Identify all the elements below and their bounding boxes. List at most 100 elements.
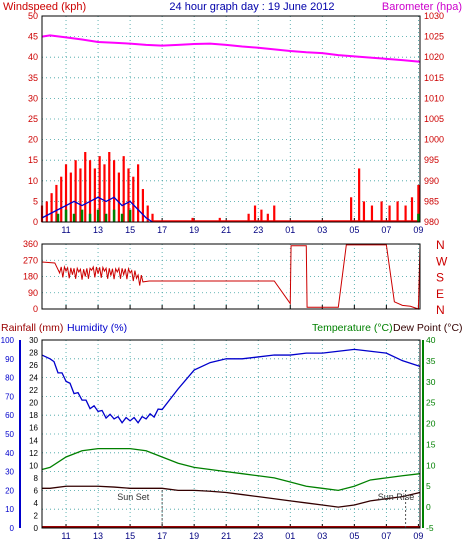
temp-ytick-label: 5	[426, 481, 431, 491]
temp-ytick-label: -5	[426, 523, 434, 533]
rain-ytick-label: 14	[29, 436, 38, 445]
dir-ytick-label: 90	[28, 288, 38, 298]
humidity-ytick-label: 50	[5, 430, 14, 439]
humidity-ytick-label: 30	[5, 468, 14, 477]
temp-ytick-label: 35	[426, 356, 436, 366]
wind-plot-frame	[41, 15, 421, 223]
wind-ytick-label: 0	[33, 217, 38, 227]
x-tick-label: 07	[381, 531, 391, 541]
x-tick-label: 15	[125, 531, 135, 541]
x-tick-label: 21	[221, 225, 231, 235]
x-tick-label: 05	[349, 531, 359, 541]
x-tick-label: 09	[413, 531, 423, 541]
baro-ytick-label: 1005	[424, 114, 444, 124]
baro-ytick-label: 995	[424, 155, 439, 165]
dewpoint-axis-title: Dew Point (°C)	[393, 322, 463, 334]
baro-ytick-label: 1025	[424, 32, 444, 42]
dewpoint-line	[42, 485, 421, 508]
humidity-line	[41, 348, 421, 424]
wind-ytick-label: 30	[28, 93, 38, 103]
rain-ytick-label: 24	[29, 374, 38, 383]
chart-title: 24 hour graph day : 19 June 2012	[169, 1, 334, 13]
wind-ytick-label: 35	[28, 73, 38, 83]
compass-label: N	[436, 303, 445, 317]
rain-ytick-label: 18	[29, 411, 38, 420]
rain-ytick-label: 16	[29, 424, 38, 433]
temp-ytick-label: 25	[426, 398, 436, 408]
wind-direction-line	[41, 244, 421, 310]
wind-ytick-label: 25	[28, 114, 38, 124]
wind-average-line	[41, 196, 153, 223]
wind-ytick-label: 45	[28, 32, 38, 42]
rainfall-axis-title: Rainfall (mm)	[1, 322, 63, 334]
rain-ytick-label: 10	[29, 461, 38, 470]
temperature-axis-title: Temperature (°C)	[312, 322, 393, 334]
x-tick-label: 03	[317, 531, 327, 541]
x-tick-label: 19	[189, 531, 199, 541]
temp-ytick-label: 0	[426, 502, 431, 512]
wind-ytick-label: 20	[28, 135, 38, 145]
wind-ytick-label: 50	[28, 11, 38, 21]
baro-ytick-label: 990	[424, 176, 439, 186]
rain-ytick-label: 2	[34, 511, 39, 520]
x-tick-label: 17	[157, 531, 167, 541]
x-tick-label: 13	[93, 531, 103, 541]
rain-ytick-label: 22	[29, 386, 38, 395]
x-tick-label: 11	[61, 531, 70, 541]
temperature-plot-frame	[41, 339, 421, 529]
rain-ytick-label: 12	[29, 449, 38, 458]
baro-ytick-label: 1020	[424, 52, 444, 62]
baro-ytick-label: 1015	[424, 73, 444, 83]
x-tick-label: 17	[157, 225, 167, 235]
wind-ytick-label: 15	[28, 155, 38, 165]
compass-label: S	[436, 271, 444, 285]
humidity-ytick-label: 70	[5, 392, 14, 401]
humidity-ytick-label: 20	[5, 486, 14, 495]
x-tick-label: 13	[93, 225, 103, 235]
rain-ytick-label: 0	[34, 524, 39, 533]
chart-marks: 0510152025303540455098098599099510001005…	[1, 11, 448, 541]
x-tick-label: 15	[125, 225, 135, 235]
rain-ytick-label: 4	[34, 499, 39, 508]
baro-ytick-label: 985	[424, 196, 439, 206]
humidity-ytick-label: 80	[5, 374, 14, 383]
x-tick-label: 11	[61, 225, 70, 235]
sunset-label: Sun Set	[117, 492, 150, 502]
wind-ytick-label: 40	[28, 52, 38, 62]
dir-ytick-label: 270	[23, 255, 38, 265]
compass-label: W	[436, 254, 448, 268]
wind-ytick-label: 5	[33, 196, 38, 206]
x-tick-label: 05	[349, 225, 359, 235]
humidity-ytick-label: 100	[1, 336, 15, 345]
direction-plot-frame	[41, 243, 421, 310]
baro-ytick-label: 1000	[424, 135, 444, 145]
temp-ytick-label: 15	[426, 439, 436, 449]
windspeed-axis-title: Windspeed (kph)	[3, 1, 86, 13]
baro-ytick-label: 1010	[424, 93, 444, 103]
x-tick-label: 23	[253, 225, 263, 235]
x-tick-label: 23	[253, 531, 263, 541]
temp-ytick-label: 10	[426, 460, 436, 470]
temp-ytick-label: 40	[426, 335, 436, 345]
x-tick-label: 07	[381, 225, 391, 235]
humidity-ytick-label: 90	[5, 355, 14, 364]
sunrise-label: Sun Rise	[378, 492, 415, 502]
x-tick-label: 09	[413, 225, 423, 235]
dir-ytick-label: 360	[23, 239, 38, 249]
temp-ytick-label: 20	[426, 419, 436, 429]
humidity-ytick-label: 40	[5, 449, 14, 458]
rain-ytick-label: 28	[29, 349, 38, 358]
x-tick-label: 19	[189, 225, 199, 235]
barometer-axis-title: Barometer (hpa)	[382, 1, 462, 13]
rain-ytick-label: 30	[29, 336, 38, 345]
x-tick-label: 03	[317, 225, 327, 235]
x-tick-label: 21	[221, 531, 231, 541]
humidity-axis-title: Humidity (%)	[67, 322, 127, 334]
x-tick-label: 01	[285, 225, 295, 235]
baro-ytick-label: 980	[424, 217, 439, 227]
baro-ytick-label: 1030	[424, 11, 444, 21]
wind-ytick-label: 10	[28, 176, 38, 186]
rain-ytick-label: 6	[34, 486, 39, 495]
